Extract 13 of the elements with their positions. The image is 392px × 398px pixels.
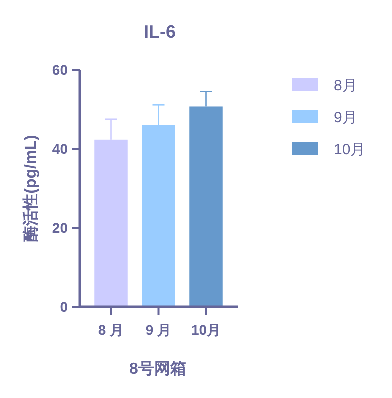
y-tick-label: 60 xyxy=(52,62,68,78)
y-tick-label: 40 xyxy=(52,140,68,157)
legend-label: 9月 xyxy=(334,109,358,126)
x-tick-label: 10月 xyxy=(191,322,222,338)
chart-title: IL-6 xyxy=(144,22,176,42)
x-tick-label: 9 月 xyxy=(146,322,172,338)
x-axis-title: 8号网箱 xyxy=(130,360,186,378)
legend-label: 10月 xyxy=(334,141,366,158)
y-tick-label: 20 xyxy=(52,220,68,236)
x-tick-label: 8 月 xyxy=(98,322,124,338)
y-axis-title: 酶活性(pg/mL) xyxy=(22,135,40,242)
y-tick-label: 0 xyxy=(60,298,68,315)
legend-label: 8月 xyxy=(334,77,358,94)
